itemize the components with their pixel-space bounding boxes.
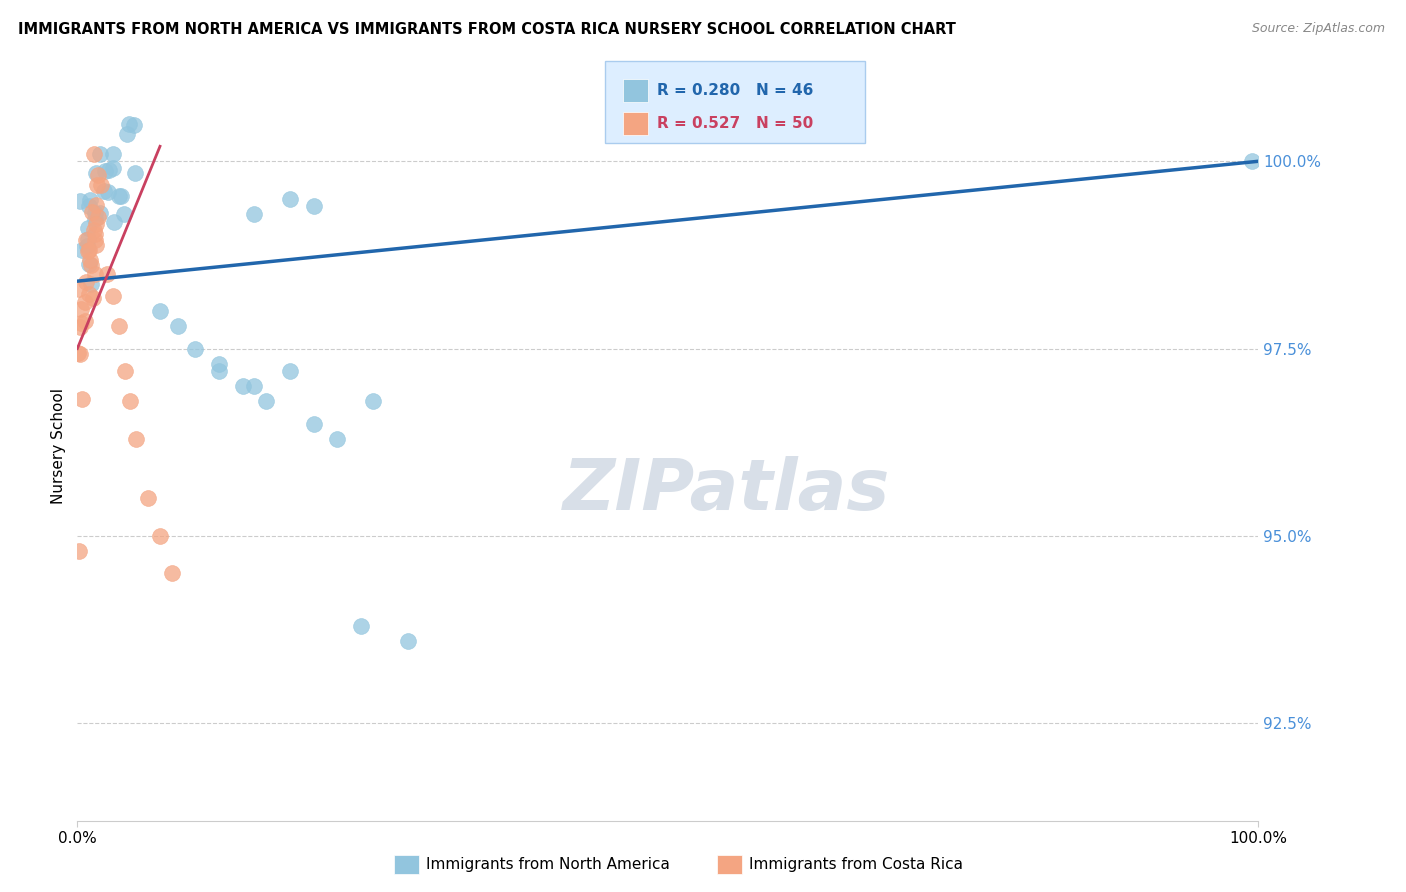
Point [120,394,142,409]
Point [396,633,419,648]
Point [75,275,97,289]
Point [87,168,110,182]
Point [75,233,97,247]
Point [80,258,103,272]
Point [107,319,129,334]
Point [82,204,104,219]
Point [208,357,231,371]
Point [80,277,103,291]
Point [243,207,266,221]
Point [72,392,94,406]
Point [149,529,172,543]
Point [94,164,117,178]
Point [69,320,91,334]
Point [122,118,145,132]
Point [75,314,97,328]
Point [87,210,110,224]
Point [76,244,98,258]
Text: Source: ZipAtlas.com: Source: ZipAtlas.com [1251,22,1385,36]
Point [101,147,124,161]
Point [76,238,98,252]
Point [101,289,124,303]
Text: R = 0.527   N = 50: R = 0.527 N = 50 [657,116,813,131]
Text: IMMIGRANTS FROM NORTH AMERICA VS IMMIGRANTS FROM COSTA RICA NURSERY SCHOOL CORRE: IMMIGRANTS FROM NORTH AMERICA VS IMMIGRA… [18,22,956,37]
Y-axis label: Nursery School: Nursery School [51,388,66,504]
Point [97,185,120,199]
Point [103,215,125,229]
Point [69,301,91,316]
Point [69,316,91,330]
Point [166,319,188,334]
Point [254,394,277,409]
Text: R = 0.280   N = 46: R = 0.280 N = 46 [657,83,813,98]
Point [84,197,107,211]
Point [76,232,98,246]
Point [75,294,97,309]
Point [232,379,254,393]
Point [149,304,172,318]
Point [69,194,91,208]
Point [115,128,138,142]
Point [89,147,111,161]
Point [124,166,146,180]
Point [76,220,98,235]
Point [302,417,325,431]
Point [86,178,108,192]
Text: ZIPatlas: ZIPatlas [564,457,890,525]
Point [302,199,325,213]
Point [243,379,266,393]
Point [350,619,373,633]
Point [93,184,115,198]
Point [77,243,100,257]
Point [278,364,301,378]
Point [112,206,135,220]
Text: Immigrants from North America: Immigrants from North America [426,857,669,871]
Point [84,166,107,180]
Point [184,342,207,356]
Point [1241,154,1264,169]
Point [136,491,159,506]
Point [77,257,100,271]
Text: Immigrants from Costa Rica: Immigrants from Costa Rica [749,857,963,871]
Point [83,222,105,236]
Point [361,394,384,409]
Point [67,282,90,296]
Point [84,268,107,282]
Point [90,178,112,192]
Point [125,432,148,446]
Point [97,162,120,177]
Point [83,233,105,247]
Point [160,566,183,581]
Point [77,199,100,213]
Point [79,252,101,267]
Point [96,267,118,281]
Point [83,146,105,161]
Point [69,346,91,360]
Point [67,544,90,558]
Point [114,364,136,378]
Point [278,192,301,206]
Point [108,188,131,202]
Point [84,206,107,220]
Point [208,364,231,378]
Point [103,161,125,176]
Point [79,286,101,301]
Point [79,193,101,207]
Point [84,212,107,227]
Point [110,189,132,203]
Point [84,238,107,252]
Point [82,291,104,305]
Point [326,432,349,446]
Point [70,243,93,257]
Point [117,117,139,131]
Point [83,227,105,241]
Point [84,217,107,231]
Point [89,206,111,220]
Point [67,346,90,360]
